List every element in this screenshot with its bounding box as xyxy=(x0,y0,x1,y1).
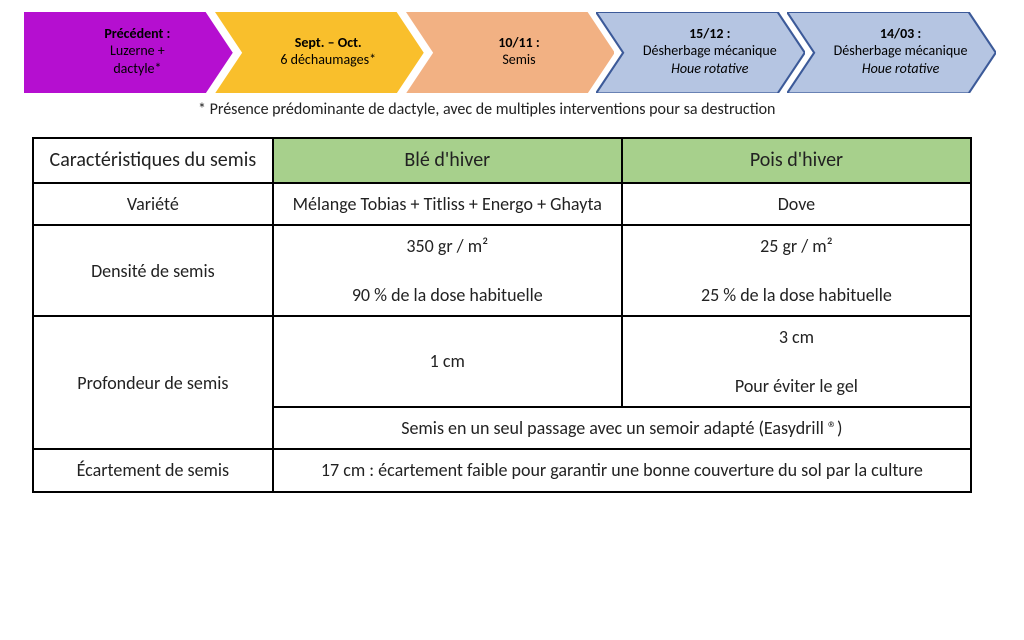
row-label: Écartement de semis xyxy=(33,449,273,491)
step-line: dactyle* xyxy=(113,60,161,78)
step-line: 6 déchaumages* xyxy=(280,51,376,69)
cell: Mélange Tobias + Titliss + Energo + Ghay… xyxy=(273,183,622,225)
timeline-step: 10/11 :Semis xyxy=(406,12,615,90)
table-row: Variété Mélange Tobias + Titliss + Energ… xyxy=(33,183,971,225)
timeline-step: Précédent :Luzerne +dactyle* xyxy=(24,12,233,90)
step-title: 10/11 : xyxy=(498,34,539,52)
timeline-step: 15/12 :Désherbage mécaniqueHoue rotative xyxy=(596,12,805,90)
timeline-step: 14/03 :Désherbage mécaniqueHoue rotative xyxy=(787,12,996,90)
row-label: Variété xyxy=(33,183,273,225)
row-label: Profondeur de semis xyxy=(33,316,273,449)
header-main: Caractéristiques du semis xyxy=(33,138,273,183)
cell: 350 gr / m² 90 % de la dose habituelle xyxy=(273,225,622,316)
cell-merged: 17 cm : écartement faible pour garantir … xyxy=(273,449,971,491)
table-row: Profondeur de semis 1 cm 3 cm Pour évite… xyxy=(33,316,971,407)
header-col2: Pois d'hiver xyxy=(622,138,971,183)
table-row: Écartement de semis 17 cm : écartement f… xyxy=(33,449,971,491)
step-line: Désherbage mécanique xyxy=(834,42,968,60)
cell: Dove xyxy=(622,183,971,225)
row-label: Densité de semis xyxy=(33,225,273,316)
step-line: Houe rotative xyxy=(671,60,748,78)
timeline: Précédent :Luzerne +dactyle*Sept. – Oct.… xyxy=(24,12,996,90)
header-col1: Blé d'hiver xyxy=(273,138,622,183)
step-title: 14/03 : xyxy=(880,25,921,43)
step-line: Désherbage mécanique xyxy=(643,42,777,60)
timeline-step: Sept. – Oct.6 déchaumages* xyxy=(215,12,424,90)
cell-merged: Semis en un seul passage avec un semoir … xyxy=(273,407,971,449)
footnote: * Présence prédominante de dactyle, avec… xyxy=(28,100,996,119)
step-line: Luzerne + xyxy=(110,42,165,60)
cell: 25 gr / m² 25 % de la dose habituelle xyxy=(622,225,971,316)
table-row: Densité de semis 350 gr / m² 90 % de la … xyxy=(33,225,971,316)
cell: 1 cm xyxy=(273,316,622,407)
step-line: Semis xyxy=(502,51,535,69)
step-title: 15/12 : xyxy=(689,25,730,43)
semis-table: Caractéristiques du semis Blé d'hiver Po… xyxy=(32,137,972,493)
table-header-row: Caractéristiques du semis Blé d'hiver Po… xyxy=(33,138,971,183)
step-title: Précédent : xyxy=(104,25,170,43)
cell: 3 cm Pour éviter le gel xyxy=(622,316,971,407)
step-title: Sept. – Oct. xyxy=(295,34,362,52)
step-line: Houe rotative xyxy=(862,60,939,78)
